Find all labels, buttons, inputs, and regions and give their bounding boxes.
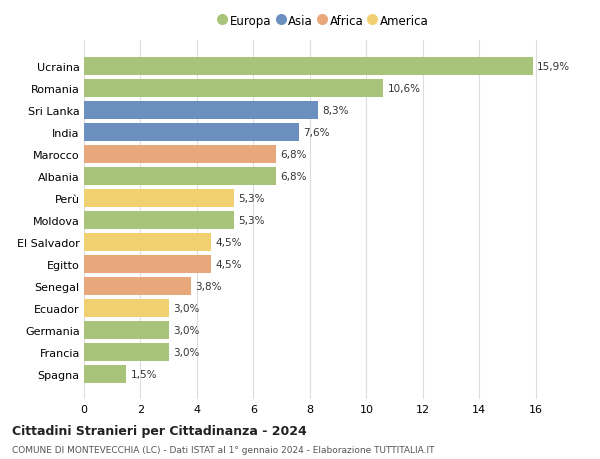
Bar bbox=[84, 277, 191, 295]
Bar bbox=[84, 343, 169, 361]
Bar bbox=[84, 101, 319, 119]
Text: 6,8%: 6,8% bbox=[280, 150, 307, 159]
Bar bbox=[84, 321, 169, 339]
Text: 8,3%: 8,3% bbox=[323, 106, 349, 116]
Text: 1,5%: 1,5% bbox=[131, 369, 157, 379]
Text: 5,3%: 5,3% bbox=[238, 215, 265, 225]
Text: 3,8%: 3,8% bbox=[196, 281, 222, 291]
Legend: Europa, Asia, Africa, America: Europa, Asia, Africa, America bbox=[216, 11, 432, 31]
Bar bbox=[84, 299, 169, 317]
Text: 10,6%: 10,6% bbox=[388, 84, 421, 94]
Text: 5,3%: 5,3% bbox=[238, 193, 265, 203]
Bar bbox=[84, 255, 211, 273]
Text: 3,0%: 3,0% bbox=[173, 303, 199, 313]
Bar bbox=[84, 211, 233, 230]
Text: 3,0%: 3,0% bbox=[173, 325, 199, 335]
Bar bbox=[84, 190, 233, 207]
Bar bbox=[84, 123, 299, 141]
Text: 3,0%: 3,0% bbox=[173, 347, 199, 357]
Text: 4,5%: 4,5% bbox=[215, 259, 242, 269]
Text: 6,8%: 6,8% bbox=[280, 171, 307, 181]
Bar bbox=[84, 365, 127, 383]
Text: Cittadini Stranieri per Cittadinanza - 2024: Cittadini Stranieri per Cittadinanza - 2… bbox=[12, 425, 307, 437]
Bar bbox=[84, 146, 276, 163]
Text: COMUNE DI MONTEVECCHIA (LC) - Dati ISTAT al 1° gennaio 2024 - Elaborazione TUTTI: COMUNE DI MONTEVECCHIA (LC) - Dati ISTAT… bbox=[12, 445, 434, 454]
Bar bbox=[84, 79, 383, 98]
Text: 4,5%: 4,5% bbox=[215, 237, 242, 247]
Text: 7,6%: 7,6% bbox=[303, 128, 329, 137]
Bar bbox=[84, 168, 276, 185]
Bar bbox=[84, 233, 211, 251]
Bar bbox=[84, 57, 533, 76]
Text: 15,9%: 15,9% bbox=[537, 62, 571, 72]
